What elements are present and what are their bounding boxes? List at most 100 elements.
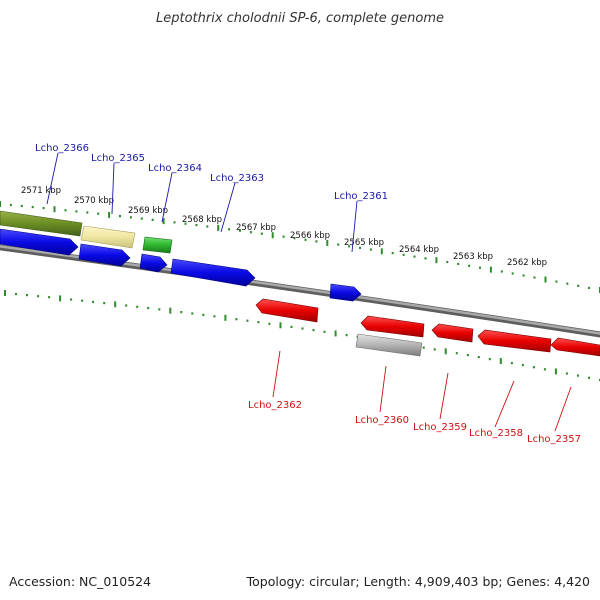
accession-text: Accession: NC_010524 bbox=[9, 574, 151, 589]
lower-ring-minor-tick bbox=[147, 307, 150, 310]
upper-ring-minor-tick bbox=[31, 205, 34, 209]
upper-ring-major-tick bbox=[0, 201, 1, 207]
lower-ring-minor-tick bbox=[92, 300, 95, 303]
leader-line-2358 bbox=[494, 380, 515, 428]
feature-track-outer bbox=[0, 210, 173, 254]
cds-forward-2365[interactable] bbox=[78, 243, 131, 267]
gene-label-lcho-2364[interactable]: Lcho_2364 bbox=[148, 163, 202, 174]
feature-gray-2360[interactable] bbox=[355, 333, 423, 357]
cds-reverse-2358[interactable] bbox=[477, 329, 552, 353]
lower-ring-major-tick bbox=[444, 348, 447, 355]
lower-ring-minor-tick bbox=[466, 354, 469, 357]
upper-ring-minor-tick bbox=[293, 237, 296, 240]
kbp-label-2570: 2570 kbp bbox=[74, 196, 114, 206]
upper-ring-minor-tick bbox=[119, 215, 121, 218]
lower-ring-minor-tick bbox=[455, 352, 458, 355]
genome-backbone-highlight bbox=[0, 245, 600, 335]
lower-ring-minor-tick bbox=[577, 374, 579, 377]
upper-ring-minor-tick bbox=[337, 243, 340, 246]
gene-label-lcho-2363[interactable]: Lcho_2363 bbox=[210, 173, 264, 184]
kbp-label-2563: 2563 kbp bbox=[453, 252, 493, 262]
gene-label-lcho-2359[interactable]: Lcho_2359 bbox=[413, 422, 467, 433]
feature-olive-2366[interactable] bbox=[0, 210, 83, 237]
upper-ring-minor-tick bbox=[97, 212, 100, 215]
lower-ring-major-tick bbox=[334, 330, 337, 337]
cds-reverse-2357[interactable] bbox=[550, 337, 600, 357]
upper-ring-minor-tick bbox=[577, 284, 580, 287]
upper-ring-minor-tick bbox=[511, 272, 514, 275]
lower-ring-major-tick bbox=[224, 314, 227, 321]
upper-ring-minor-tick bbox=[75, 210, 78, 213]
feature-green-2364[interactable] bbox=[142, 236, 173, 254]
bottom-gene-labels: Lcho_2362 Lcho_2360 Lcho_2359 Lcho_2358 … bbox=[248, 350, 581, 445]
kbp-label-2567: 2567 kbp bbox=[236, 223, 276, 233]
gene-label-lcho-2361[interactable]: Lcho_2361 bbox=[334, 191, 388, 202]
cds-reverse-2362[interactable] bbox=[255, 298, 319, 323]
lower-ring-minor-tick bbox=[588, 376, 590, 379]
cds-forward-2364[interactable] bbox=[139, 253, 168, 273]
kbp-label-2569: 2569 kbp bbox=[128, 206, 168, 216]
lower-ring-minor-tick bbox=[213, 315, 216, 318]
upper-ring-minor-tick bbox=[20, 204, 23, 208]
upper-ring-minor-tick bbox=[533, 276, 536, 279]
cds-reverse-2359[interactable] bbox=[431, 323, 474, 343]
upper-ring-major-tick bbox=[53, 206, 56, 213]
upper-ring-minor-tick bbox=[9, 203, 12, 207]
upper-ring-minor-tick bbox=[42, 207, 45, 210]
lower-ring-minor-tick bbox=[312, 329, 315, 332]
upper-ring-major-tick bbox=[217, 224, 220, 231]
upper-ring-minor-tick bbox=[86, 211, 89, 214]
upper-ring-minor-tick bbox=[402, 253, 405, 256]
lower-ring-minor-tick bbox=[103, 302, 106, 305]
cds-forward-2361[interactable] bbox=[329, 283, 362, 302]
lower-ring-major-tick bbox=[114, 301, 117, 308]
lower-ring-minor-tick bbox=[301, 327, 304, 330]
cds-forward-2363[interactable] bbox=[170, 258, 256, 287]
gene-label-lcho-2362[interactable]: Lcho_2362 bbox=[248, 400, 302, 411]
lower-ring-minor-tick bbox=[433, 348, 436, 351]
upper-ring-minor-tick bbox=[468, 264, 471, 267]
upper-ring-minor-tick bbox=[239, 229, 241, 232]
gene-label-lcho-2366[interactable]: Lcho_2366 bbox=[35, 143, 89, 154]
lower-ring-major-tick bbox=[499, 358, 502, 365]
leader-line-2357 bbox=[554, 386, 572, 432]
lower-ring-minor-tick bbox=[37, 295, 40, 298]
lower-ring-minor-tick bbox=[532, 366, 535, 369]
upper-ring-minor-tick bbox=[282, 235, 285, 238]
kbp-label-group: 2571 kbp 2570 kbp 2569 kbp 2568 kbp 2567… bbox=[21, 186, 547, 268]
upper-ring-minor-tick bbox=[151, 218, 154, 221]
cds-reverse-2360[interactable] bbox=[360, 315, 425, 338]
cds-forward-2366[interactable] bbox=[0, 228, 79, 256]
gene-label-lcho-2360[interactable]: Lcho_2360 bbox=[355, 415, 409, 426]
leader-line-2364 bbox=[161, 172, 173, 223]
upper-ring-minor-tick bbox=[359, 246, 361, 249]
upper-ring-minor-tick bbox=[184, 222, 187, 225]
upper-ring-major-tick bbox=[435, 257, 438, 264]
top-gene-labels: Lcho_2366 Lcho_2365 Lcho_2364 Lcho_2363 … bbox=[35, 143, 388, 253]
kbp-label-2568: 2568 kbp bbox=[182, 215, 222, 225]
upper-ring-major-tick bbox=[108, 211, 111, 218]
map-title: Leptothrix cholodnii SP-6, complete geno… bbox=[156, 11, 444, 26]
upper-ring-minor-tick bbox=[566, 282, 569, 285]
lower-ring-minor-tick bbox=[15, 292, 17, 296]
upper-tick-ring bbox=[0, 201, 600, 293]
lower-ring-minor-tick bbox=[323, 330, 326, 333]
upper-ring-minor-tick bbox=[391, 252, 394, 255]
lower-ring-major-tick bbox=[169, 307, 172, 314]
lower-ring-minor-tick bbox=[290, 325, 293, 328]
lower-ring-minor-tick bbox=[136, 305, 139, 308]
feature-yellow-2365[interactable] bbox=[80, 225, 136, 249]
upper-ring-minor-tick bbox=[195, 224, 198, 227]
upper-ring-major-tick bbox=[489, 266, 492, 273]
lower-ring-minor-tick bbox=[345, 334, 348, 337]
gene-label-lcho-2358[interactable]: Lcho_2358 bbox=[469, 428, 523, 439]
gene-label-lcho-2365[interactable]: Lcho_2365 bbox=[91, 153, 145, 164]
upper-ring-minor-tick bbox=[129, 216, 132, 219]
gene-label-lcho-2357[interactable]: Lcho_2357 bbox=[527, 434, 581, 445]
upper-ring-minor-tick bbox=[424, 257, 427, 260]
upper-ring-minor-tick bbox=[260, 232, 263, 235]
upper-ring-minor-tick bbox=[413, 255, 416, 258]
upper-ring-minor-tick bbox=[446, 260, 449, 264]
leader-line-2363 bbox=[220, 182, 236, 233]
